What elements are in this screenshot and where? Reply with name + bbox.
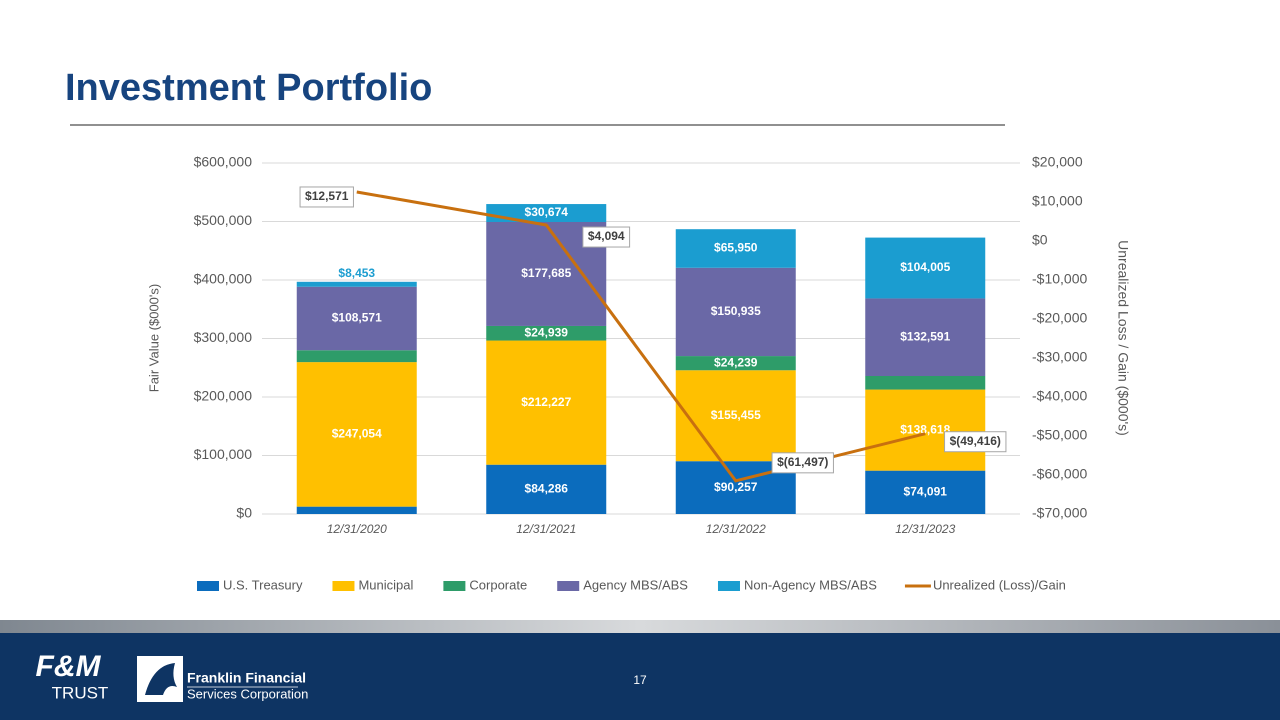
line-label: $(61,497) (771, 452, 834, 474)
data-label: $84,286 (525, 482, 569, 496)
line-label: $12,571 (299, 186, 354, 208)
x-tick-label: 12/31/2021 (516, 522, 576, 536)
data-label: $132,591 (900, 329, 950, 343)
data-label: $138,618 (900, 422, 950, 436)
legend-label: Non-Agency MBS/ABS (744, 577, 877, 592)
line-label: $(49,416) (944, 431, 1007, 453)
bar-segment (865, 375, 986, 390)
line-series (356, 190, 926, 483)
y2-tick-label: -$70,000 (1032, 505, 1087, 521)
bar-segment (675, 229, 796, 268)
data-label: $8,453 (338, 266, 375, 280)
line-label: $4,094 (582, 226, 631, 248)
data-label: $247,054 (332, 427, 382, 441)
bar-segment (296, 350, 417, 363)
legend-item: Non-Agency MBS/ABS (717, 577, 877, 592)
data-label: $90,257 (714, 480, 758, 494)
bar-segment (865, 470, 986, 514)
label-box (299, 186, 354, 208)
legend-label: Corporate (469, 577, 527, 592)
logo-fm: F&M (36, 650, 102, 683)
footer (0, 633, 1280, 720)
legend-label: Municipal (358, 577, 413, 592)
label-box (582, 226, 631, 248)
legend-swatch (197, 581, 219, 591)
y2-tick-label: -$10,000 (1032, 271, 1087, 287)
bar-segment (865, 389, 986, 471)
data-label: $150,935 (711, 304, 761, 318)
slide-title: Investment Portfolio (65, 67, 432, 109)
y-tick-label: $400,000 (194, 271, 253, 287)
y2-tick-label: -$30,000 (1032, 349, 1087, 365)
data-label: $155,455 (711, 408, 761, 422)
y2-tick-label: $10,000 (1032, 193, 1083, 209)
legend-label: Unrealized (Loss)/Gain (933, 577, 1066, 592)
page-number: 17 (633, 673, 647, 687)
legend-swatch (717, 581, 740, 591)
legend-swatch (332, 581, 355, 591)
company-subname: Services Corporation (187, 686, 308, 701)
y-tick-label: $200,000 (194, 388, 253, 404)
line-data-label: $4,094 (588, 229, 625, 243)
legend-item: Unrealized (Loss)/Gain (904, 577, 1066, 592)
footer-band (0, 620, 1280, 633)
line-data-label: $12,571 (305, 189, 349, 203)
data-label: $177,685 (521, 266, 571, 280)
data-label: $24,239 (714, 355, 758, 369)
bar-segment (865, 237, 986, 299)
bar-segment (486, 204, 607, 223)
y2-tick-label: -$50,000 (1032, 427, 1087, 443)
company-logo-figure (145, 663, 177, 695)
bar-segment (865, 298, 986, 376)
data-label: $65,950 (714, 241, 758, 255)
y2-tick-label: -$20,000 (1032, 310, 1087, 326)
y2-tick-label: -$60,000 (1032, 466, 1087, 482)
bar-segment (296, 281, 417, 287)
x-tick-label: 12/31/2023 (895, 522, 955, 536)
bar-segment (486, 325, 607, 341)
legend-item: U.S. Treasury (197, 577, 303, 592)
data-label: $212,227 (521, 395, 571, 409)
plot: $0 $100,000 $200,000 $300,000 $400,000 $500,0… (194, 154, 1088, 593)
bar-segment (296, 362, 417, 507)
bar-segment (486, 464, 607, 514)
data-label: $104,005 (900, 260, 950, 274)
bar-segment (675, 370, 796, 462)
legend-label: U.S. Treasury (223, 577, 303, 592)
data-label: $30,674 (525, 205, 569, 219)
y2-tick-label: $20,000 (1032, 154, 1083, 170)
y2-tick-label: -$40,000 (1032, 388, 1087, 404)
bar-segment (486, 340, 607, 465)
bar-segment (675, 267, 796, 357)
data-label: $108,571 (332, 311, 382, 325)
y-tick-label: $300,000 (194, 329, 253, 345)
legend-item: Agency MBS/ABS (557, 577, 688, 592)
bar-segment (675, 356, 796, 371)
y-axis-title: Fair Value ($000's) (146, 284, 161, 392)
y-tick-label: $0 (236, 505, 252, 521)
company-name: Franklin Financial (187, 670, 306, 686)
line-data-label: $(61,497) (777, 455, 828, 469)
legend-swatch (443, 581, 466, 591)
data-label: $24,939 (525, 325, 569, 339)
data-label: $74,091 (904, 485, 948, 499)
y2-axis-title: Unrealized Loss / Gain ($000's) (1115, 240, 1131, 436)
x-tick-label: 12/31/2022 (706, 522, 766, 536)
x-tick-label: 12/31/2020 (327, 522, 387, 536)
y-tick-label: $100,000 (194, 446, 253, 462)
y-tick-label: $600,000 (194, 154, 253, 170)
y2-tick-label: $0 (1032, 232, 1048, 248)
legend-item: Municipal (332, 577, 413, 592)
y-tick-label: $500,000 (194, 212, 253, 228)
legend-item: Corporate (443, 577, 527, 592)
bar-segment (296, 286, 417, 351)
legend-swatch (557, 581, 580, 591)
label-box (771, 452, 834, 474)
line-data-label: $(49,416) (950, 434, 1001, 448)
bar-segment (296, 506, 417, 514)
logo-trust: TRUST (52, 683, 109, 702)
legend-label: Agency MBS/ABS (583, 577, 688, 592)
label-box (944, 431, 1007, 453)
